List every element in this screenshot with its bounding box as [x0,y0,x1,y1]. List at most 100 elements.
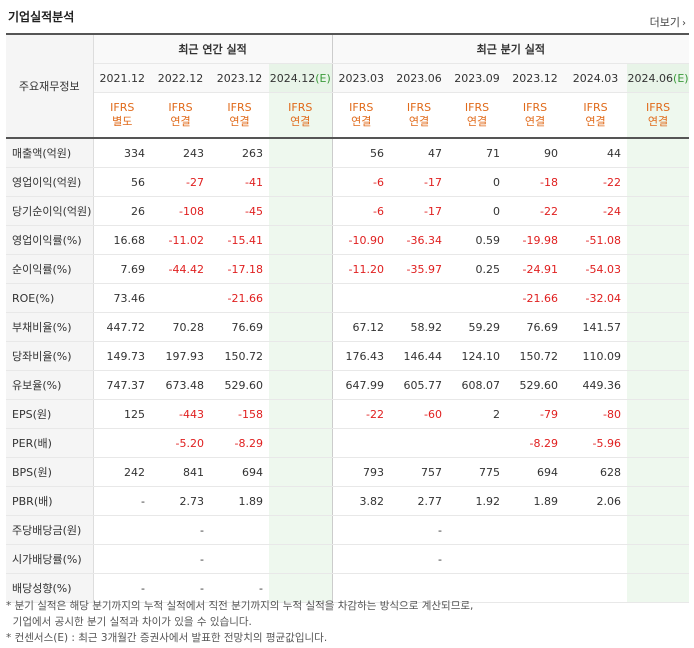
table-cell: 67.12 [331,312,391,342]
row-label: 당좌비율(%) [6,341,94,371]
ifrs-basis-cell: IFRS 연결 [390,92,449,139]
table-cell: 1.89 [506,486,565,516]
table-cell: -18 [506,167,565,197]
table-cell: 2.77 [390,486,449,516]
table-cell: 59.29 [448,312,507,342]
table-cell [448,515,507,545]
table-cell: -22 [506,196,565,226]
table-cell: 71 [448,137,507,168]
table-cell: -21.66 [506,283,565,313]
header-group-row: 주요재무정보 최근 연간 실적 최근 분기 실적 [6,33,690,139]
table-cell: 146.44 [390,341,449,371]
table-cell: 243 [151,137,210,168]
table-row: 순이익률(%) 7.69 -44.42 -17.18 -11.20 -35.97 0.25-… [6,254,690,284]
table-cell [627,399,690,429]
row-label: 영업이익(억원) [6,167,94,197]
more-link[interactable]: 더보기 › [650,14,686,30]
table-cell [448,544,507,574]
table-cell: 841 [151,457,210,487]
table-cell: -24 [564,196,628,226]
chevron-right-icon: › [682,18,686,29]
table-cell: 0 [448,167,507,197]
table-cell: - [390,515,449,545]
table-cell: -17.18 [210,254,269,284]
row-label: 순이익률(%) [6,254,94,284]
ifrs-basis-cell: IFRS 연결 [627,92,690,139]
table-cell: 149.73 [93,341,151,371]
table-cell: 747.37 [93,370,151,400]
table-cell: 608.07 [448,370,507,400]
table-cell [269,486,333,516]
table-cell: 16.68 [93,225,151,255]
table-cell [627,486,690,516]
table-row: BPS(원) 242 841 694 793 757 775 694 628 [6,457,690,487]
estimate-mark: (E) [315,71,331,85]
quarter-group-header: 최근 분기 실적 [331,33,690,64]
table-cell: 334 [93,137,151,168]
table-cell: - [151,515,210,545]
row-label: 부채비율(%) [6,312,94,342]
table-cell: 1.89 [210,486,269,516]
period-header: 2023.12 [210,63,269,93]
table-cell: 694 [210,457,269,487]
table-cell: -158 [210,399,269,429]
table-cell [506,573,565,603]
table-cell: 0.59 [448,225,507,255]
table-cell [210,515,269,545]
footnote-2: 기업에서 공시한 분기 실적과 차이가 있을 수 있습니다. [6,616,252,628]
table-cell [210,544,269,574]
table-cell [390,283,449,313]
table-cell [269,573,333,603]
table-cell [627,283,690,313]
table-row: EPS(원) 125 -443 -158 -22 -60 2 -79 -80 [6,399,690,429]
header-ifrs-row: IFRS 별도 IFRS 연결 IFRS 연결 IFRS 연결 IFRS 연결 IFRS 연결 IFRS… [6,92,690,139]
table-cell: 141.57 [564,312,628,342]
table-cell: 529.60 [506,370,565,400]
table-row: PBR(배) -2.73 1.89 3.82 2.77 1.92 1.89 2.06 [6,486,690,516]
table-cell: -41 [210,167,269,197]
table-row: 영업이익률(%) 16.68 -11.02 -15.41 -10.90 -36.34 0.5… [6,225,690,255]
table-cell: - [390,544,449,574]
table-cell: 26 [93,196,151,226]
table-row: 당좌비율(%) 149.73 197.93 150.72 176.43 146.44 124… [6,341,690,371]
row-label: 유보율(%) [6,370,94,400]
table-row: 매출액(억원) 334 243 263 56 47 71 90 44 [6,137,690,168]
table-cell: 56 [331,137,391,168]
period-header: 2024.03 [564,63,628,93]
table-cell [448,428,507,458]
table-row: 영업이익(억원) 56 -27 -41 -6 -17 0 -18 -22 [6,167,690,197]
table-cell [627,312,690,342]
table-cell: -8.29 [210,428,269,458]
row-label: 주당배당금(원) [6,515,94,545]
table-cell: 73.46 [93,283,151,313]
estimate-mark: (E) [673,71,689,85]
row-label: BPS(원) [6,457,94,487]
table-cell: -24.91 [506,254,565,284]
table-cell: -8.29 [506,428,565,458]
financial-table: 주요재무정보 최근 연간 실적 최근 분기 실적 2021.12 2022.12 2… [6,33,690,603]
table-cell [627,457,690,487]
table-cell [627,196,690,226]
table-cell: 2 [448,399,507,429]
table-cell: -22 [564,167,628,197]
table-cell: 447.72 [93,312,151,342]
table-cell [269,167,333,197]
table-cell [627,544,690,574]
table-cell: 3.82 [331,486,391,516]
table-cell [627,428,690,458]
ifrs-basis-cell: IFRS 연결 [448,92,507,139]
table-cell [269,370,333,400]
table-cell: 449.36 [564,370,628,400]
table-cell: -108 [151,196,210,226]
table-cell: 0 [448,196,507,226]
table-cell: -80 [564,399,628,429]
table-cell: 605.77 [390,370,449,400]
table-cell: 56 [93,167,151,197]
table-cell: 7.69 [93,254,151,284]
table-cell [331,283,391,313]
period-header: 2022.12 [151,63,210,93]
ifrs-basis-cell: IFRS 연결 [331,92,391,139]
table-row: 당기순이익(억원) 26 -108 -45 -6 -17 0 -22 -24 [6,196,690,226]
ifrs-basis-cell: IFRS 별도 [93,92,151,139]
table-cell [269,283,333,313]
